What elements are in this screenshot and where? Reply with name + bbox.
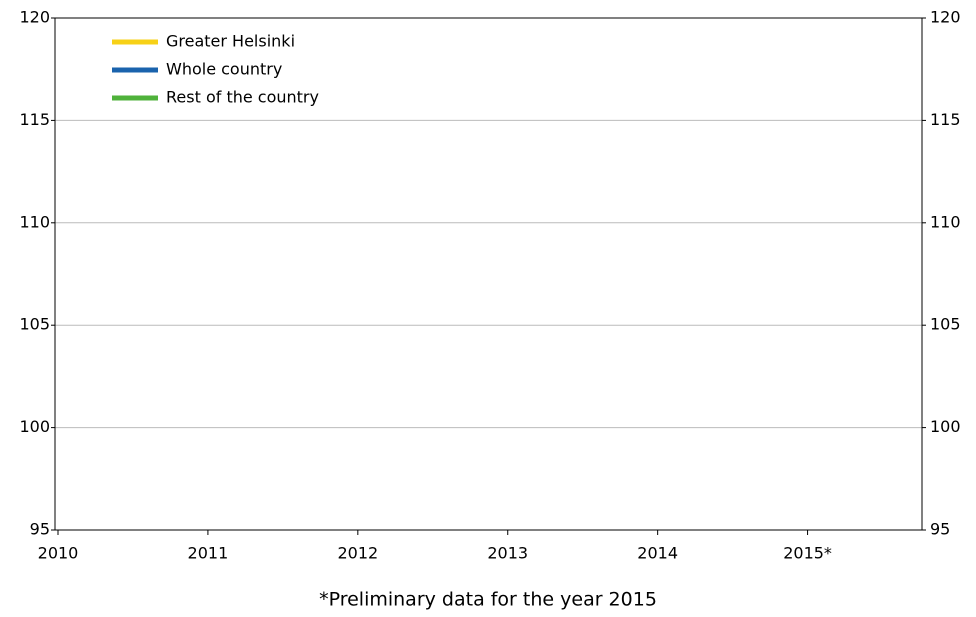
x-tick-label: 2013 <box>487 544 528 563</box>
y-tick-label: 120 <box>19 8 50 27</box>
y2-tick-label: 100 <box>930 417 961 436</box>
y2-tick-label: 120 <box>930 8 961 27</box>
y-tick-label: 100 <box>19 417 50 436</box>
footnote: *Preliminary data for the year 2015 <box>319 589 657 611</box>
legend-label: Whole country <box>166 60 282 79</box>
y2-tick-label: 105 <box>930 315 961 334</box>
y-tick-label: 105 <box>19 315 50 334</box>
x-tick-label: 2015* <box>783 544 832 563</box>
y-tick-label: 115 <box>19 110 50 129</box>
legend-label: Rest of the country <box>166 88 319 107</box>
legend-label: Greater Helsinki <box>166 32 295 51</box>
x-tick-label: 2011 <box>188 544 229 563</box>
x-tick-label: 2014 <box>637 544 678 563</box>
x-tick-label: 2010 <box>38 544 79 563</box>
y-tick-label: 95 <box>30 520 50 539</box>
y2-tick-label: 115 <box>930 110 961 129</box>
plot-frame <box>54 17 923 531</box>
y2-tick-label: 110 <box>930 212 961 231</box>
x-tick-label: 2012 <box>337 544 378 563</box>
y-tick-label: 110 <box>19 212 50 231</box>
y2-tick-label: 95 <box>930 520 950 539</box>
